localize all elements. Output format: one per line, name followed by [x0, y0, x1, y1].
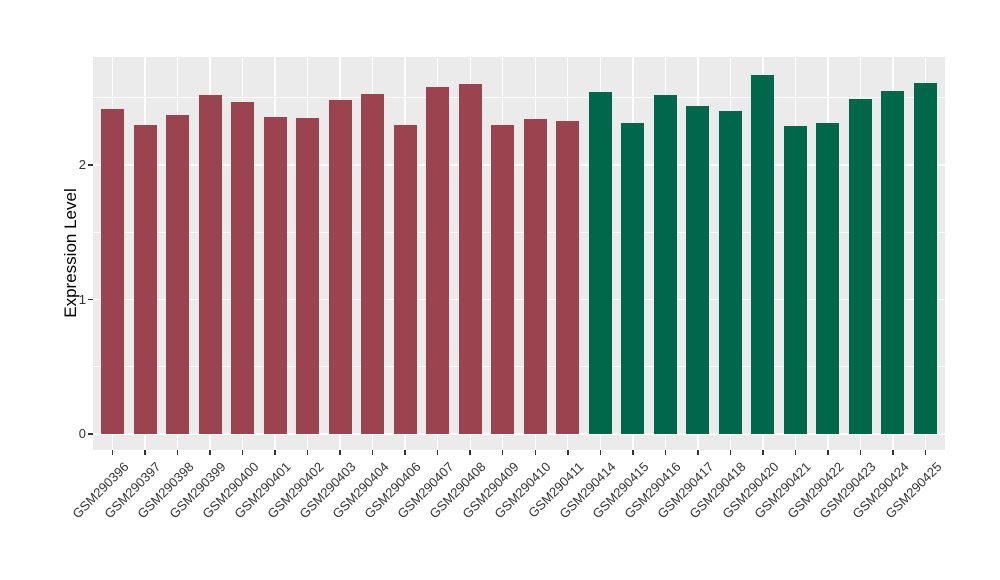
- x-tick: [436, 450, 439, 455]
- x-tick: [827, 450, 829, 455]
- bar-GSM290418: [718, 111, 742, 434]
- bar-GSM290410: [523, 119, 547, 434]
- bar-GSM290424: [881, 91, 905, 434]
- x-tick: [469, 450, 471, 455]
- plot-panel: [93, 57, 945, 450]
- bar-GSM290401: [263, 116, 287, 434]
- x-tick: [339, 450, 341, 455]
- bar-GSM290414: [588, 92, 612, 434]
- x-tick: [176, 450, 179, 455]
- bar-GSM290423: [848, 99, 872, 434]
- x-tick: [762, 450, 764, 455]
- bar-GSM290420: [751, 74, 775, 434]
- y-tick: [88, 298, 93, 301]
- x-tick: [794, 450, 797, 455]
- y-minor-gridline: [93, 97, 945, 99]
- x-tick: [111, 450, 114, 455]
- x-tick: [697, 450, 699, 455]
- x-tick: [859, 450, 862, 455]
- bar-GSM290422: [816, 123, 840, 434]
- x-tick: [371, 450, 374, 455]
- x-tick: [892, 450, 894, 455]
- bar-GSM290406: [393, 124, 417, 434]
- bar-GSM290408: [458, 84, 482, 434]
- bar-GSM290399: [198, 95, 222, 434]
- y-minor-gridline: [93, 231, 945, 233]
- x-tick: [729, 450, 732, 455]
- bar-GSM290400: [231, 101, 255, 434]
- bar-GSM290415: [621, 123, 645, 434]
- y-minor-gridline: [93, 366, 945, 368]
- y-major-gridline: [93, 164, 945, 166]
- x-tick: [404, 450, 406, 455]
- bar-GSM290402: [296, 117, 320, 434]
- x-tick: [306, 450, 309, 455]
- y-tick: [88, 164, 93, 166]
- bar-GSM290416: [653, 95, 677, 434]
- bar-GSM290398: [166, 115, 190, 434]
- x-tick: [501, 450, 504, 455]
- bar-GSM290396: [101, 108, 124, 434]
- bar-GSM290397: [133, 124, 157, 434]
- bar-GSM290421: [783, 125, 807, 434]
- x-tick: [599, 450, 602, 455]
- bar-GSM290411: [556, 120, 580, 434]
- x-tick: [209, 450, 211, 455]
- x-tick: [664, 450, 667, 455]
- y-major-gridline: [93, 298, 945, 301]
- bar-GSM290417: [686, 105, 710, 434]
- y-tick-label: 0: [78, 426, 86, 441]
- bar-GSM290407: [426, 86, 450, 434]
- x-tick: [241, 450, 244, 455]
- y-major-gridline: [93, 433, 945, 435]
- x-tick: [567, 450, 569, 455]
- y-tick-label: 1: [78, 291, 86, 307]
- x-tick: [534, 450, 536, 455]
- bar-GSM290409: [491, 124, 515, 434]
- bar-GSM290404: [361, 93, 385, 434]
- x-tick: [144, 450, 146, 455]
- y-tick-label: 2: [78, 157, 86, 172]
- bar-GSM290403: [328, 100, 352, 434]
- x-tick: [924, 450, 927, 455]
- bar-GSM290425: [913, 82, 937, 434]
- y-tick: [88, 433, 93, 435]
- x-tick: [632, 450, 634, 455]
- x-tick: [274, 450, 276, 455]
